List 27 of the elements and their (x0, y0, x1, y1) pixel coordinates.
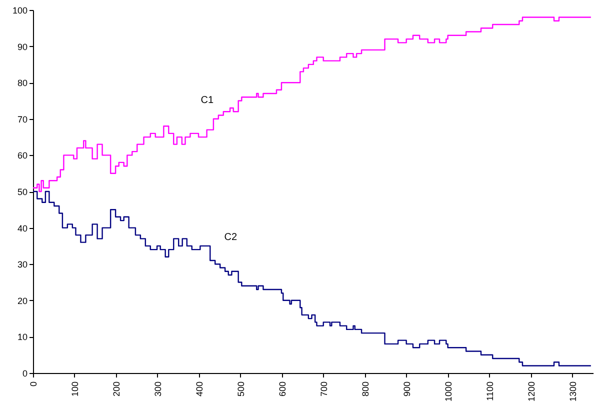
y-tick-label: 50 (17, 187, 28, 197)
series-label: C1 (200, 94, 214, 106)
x-tick-label: 1100 (484, 382, 495, 401)
x-tick-label: 1000 (443, 382, 454, 402)
y-tick-label: 90 (17, 42, 28, 52)
x-tick-label: 700 (318, 382, 329, 397)
y-tick-label: 40 (17, 223, 28, 234)
x-tick-label: 1200 (526, 382, 536, 402)
x-tick-label: 800 (360, 382, 370, 397)
x-tick-label: 600 (277, 382, 288, 397)
x-tick-label: 1300 (568, 382, 578, 402)
x-tick-label: 900 (402, 382, 412, 397)
y-tick-label: 30 (17, 260, 28, 270)
x-tick-label: 500 (236, 382, 246, 397)
y-tick-label: 20 (17, 296, 28, 306)
series-label: C2 (224, 232, 238, 243)
y-tick-label: 100 (12, 6, 28, 16)
x-tick-label: 400 (194, 382, 204, 397)
x-tick-label: 100 (70, 382, 80, 397)
y-tick-label: 80 (17, 78, 28, 88)
x-tick-label: 300 (152, 382, 163, 397)
x-tick-label: 200 (111, 382, 122, 397)
x-tick-label: 0 (28, 382, 38, 387)
y-tick-label: 70 (17, 114, 28, 124)
y-tick-label: 60 (17, 150, 28, 161)
y-tick-label: 10 (17, 332, 28, 342)
y-tick-label: 0 (22, 368, 28, 378)
